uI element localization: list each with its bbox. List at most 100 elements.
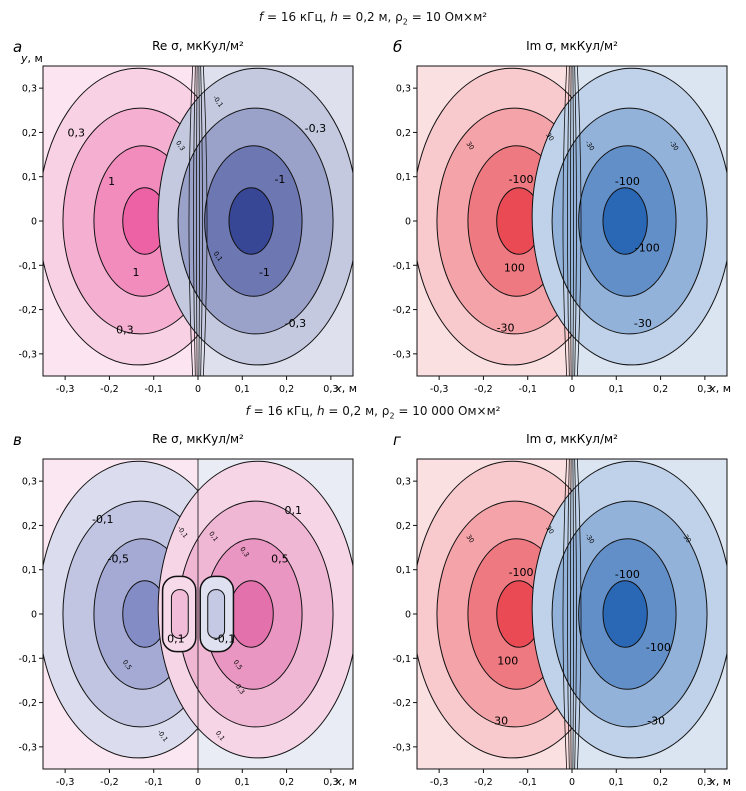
y-tick-label: 0 bbox=[405, 610, 411, 621]
contour-label: 0,1 bbox=[167, 632, 185, 645]
panel-letter: б bbox=[393, 38, 402, 56]
row-title-bottom: f = 16 кГц, h = 0,2 м, ρ2 = 10 000 Ом×м² bbox=[245, 404, 501, 421]
y-tick-label: 0,1 bbox=[396, 565, 411, 576]
contour-label: -0,1 bbox=[92, 513, 113, 526]
contour-right-4 bbox=[228, 187, 274, 255]
x-tick-label: 0,3 bbox=[323, 384, 338, 395]
x-tick-label: 0,2 bbox=[653, 384, 668, 395]
contour-label-small: 30 bbox=[544, 131, 555, 142]
y-tick-label: 0,3 bbox=[22, 477, 37, 488]
y-tick-label: -0,1 bbox=[392, 261, 411, 272]
panel-3: -0,1-0,50,10,10,5-0,1-0,1 0,10,30,5 0,50,3… bbox=[13, 431, 357, 788]
y-tick-label: 0,3 bbox=[396, 477, 411, 488]
contour-label: -100 bbox=[615, 568, 640, 581]
x-tick-label: 0,1 bbox=[609, 384, 624, 395]
x-tick-label: 0,1 bbox=[235, 384, 250, 395]
contour-label: 0,1 bbox=[284, 504, 302, 517]
contour-right-4 bbox=[602, 187, 648, 255]
contour-label: -100 bbox=[509, 566, 534, 579]
y-tick-label: -0,3 bbox=[392, 349, 411, 360]
contour-label: 1 bbox=[133, 266, 140, 279]
y-tick-label: -0,2 bbox=[18, 698, 37, 709]
x-tick-label: -0,1 bbox=[144, 384, 163, 395]
y-tick-label: 0,1 bbox=[396, 172, 411, 183]
x-tick-label: -0,3 bbox=[56, 777, 75, 788]
x-tick-label: 0 bbox=[569, 777, 575, 788]
contour-label: -1 bbox=[259, 266, 270, 279]
panel-letter: в bbox=[13, 431, 22, 449]
x-tick-label: -0,3 bbox=[56, 384, 75, 395]
panel-1: 0,3 1 1 0,3 -0,3 -1 -1 -0,3 -0,1 0,1 0,3 -0,3 -0,2 -0… bbox=[13, 38, 357, 395]
panel-title: Im σ, мкКул/м² bbox=[526, 39, 618, 53]
y-tick-label: -0,1 bbox=[18, 654, 37, 665]
y-tick-label: 0,1 bbox=[22, 565, 37, 576]
x-tick-label: 0,1 bbox=[609, 777, 624, 788]
contour-label-small: 30 bbox=[464, 140, 475, 151]
x-tick-label: 0 bbox=[195, 384, 201, 395]
central-contour-band bbox=[562, 459, 582, 769]
x-tick-label: -0,2 bbox=[474, 384, 493, 395]
y-tick-label: 0,3 bbox=[396, 84, 411, 95]
central-contour-band bbox=[188, 66, 208, 376]
y-tick-label: 0,2 bbox=[396, 128, 411, 139]
x-tick-label: 0,2 bbox=[653, 777, 668, 788]
contour-label: -30 bbox=[647, 714, 665, 727]
contour-label: -1 bbox=[274, 173, 285, 186]
contour-label: -100 bbox=[635, 242, 660, 255]
y-tick-label: 0 bbox=[405, 217, 411, 228]
contour-label: 0,3 bbox=[116, 324, 134, 337]
x-tick-label: -0,3 bbox=[430, 777, 449, 788]
contour-label: -0,1 bbox=[214, 632, 235, 645]
x-tick-label: 0 bbox=[195, 777, 201, 788]
x-tick-label: -0,1 bbox=[518, 384, 537, 395]
y-tick-label: -0,3 bbox=[392, 742, 411, 753]
contour-label-small: 30 bbox=[544, 524, 555, 535]
x-tick-label: -0,1 bbox=[144, 777, 163, 788]
contour-label: 1 bbox=[108, 175, 115, 188]
contour-label: -0,3 bbox=[305, 122, 326, 135]
central-contour-band bbox=[562, 66, 582, 376]
y-tick-label: -0,1 bbox=[18, 261, 37, 272]
panel-title: Im σ, мкКул/м² bbox=[526, 432, 618, 446]
x-tick-label: 0,3 bbox=[697, 384, 712, 395]
x-axis-label: x, м bbox=[708, 382, 731, 395]
contour-label-small: 30 bbox=[464, 533, 475, 544]
x-tick-label: -0,2 bbox=[100, 777, 119, 788]
y-tick-label: 0,2 bbox=[396, 521, 411, 532]
y-tick-label: -0,3 bbox=[18, 742, 37, 753]
y-tick-label: -0,2 bbox=[18, 305, 37, 316]
panel-letter: г bbox=[393, 431, 401, 449]
y-tick-label: 0,2 bbox=[22, 128, 37, 139]
contour-label: -0,3 bbox=[285, 317, 306, 330]
contour-label: -0,5 bbox=[108, 553, 129, 566]
panel-letter: а bbox=[13, 38, 22, 56]
x-tick-label: 0,1 bbox=[235, 777, 250, 788]
inner-core-right bbox=[207, 589, 226, 639]
contour-label: 100 bbox=[504, 262, 525, 275]
x-tick-label: -0,2 bbox=[474, 777, 493, 788]
x-tick-label: -0,1 bbox=[518, 777, 537, 788]
y-tick-label: -0,2 bbox=[392, 698, 411, 709]
contour-right-4 bbox=[602, 580, 648, 648]
x-axis-label: x, м bbox=[334, 382, 357, 395]
contour-label: 0,3 bbox=[67, 126, 85, 139]
contour-label: -100 bbox=[615, 175, 640, 188]
x-axis-label: x, м bbox=[334, 775, 357, 788]
y-tick-label: 0,3 bbox=[22, 84, 37, 95]
contour-label: 0,5 bbox=[271, 553, 289, 566]
contour-label: -30 bbox=[497, 321, 515, 334]
x-tick-label: 0 bbox=[569, 384, 575, 395]
contour-label: 30 bbox=[494, 714, 508, 727]
x-tick-label: -0,2 bbox=[100, 384, 119, 395]
contour-label: -100 bbox=[646, 641, 671, 654]
row-title-top: f = 16 кГц, h = 0,2 м, ρ2 = 10 Ом×м² bbox=[258, 10, 488, 27]
panel-title: Re σ, мкКул/м² bbox=[152, 39, 244, 53]
y-tick-label: 0 bbox=[31, 610, 37, 621]
y-tick-label: 0,1 bbox=[22, 172, 37, 183]
x-tick-label: -0,3 bbox=[430, 384, 449, 395]
x-tick-label: 0,2 bbox=[279, 777, 294, 788]
inner-core-left bbox=[170, 589, 189, 639]
